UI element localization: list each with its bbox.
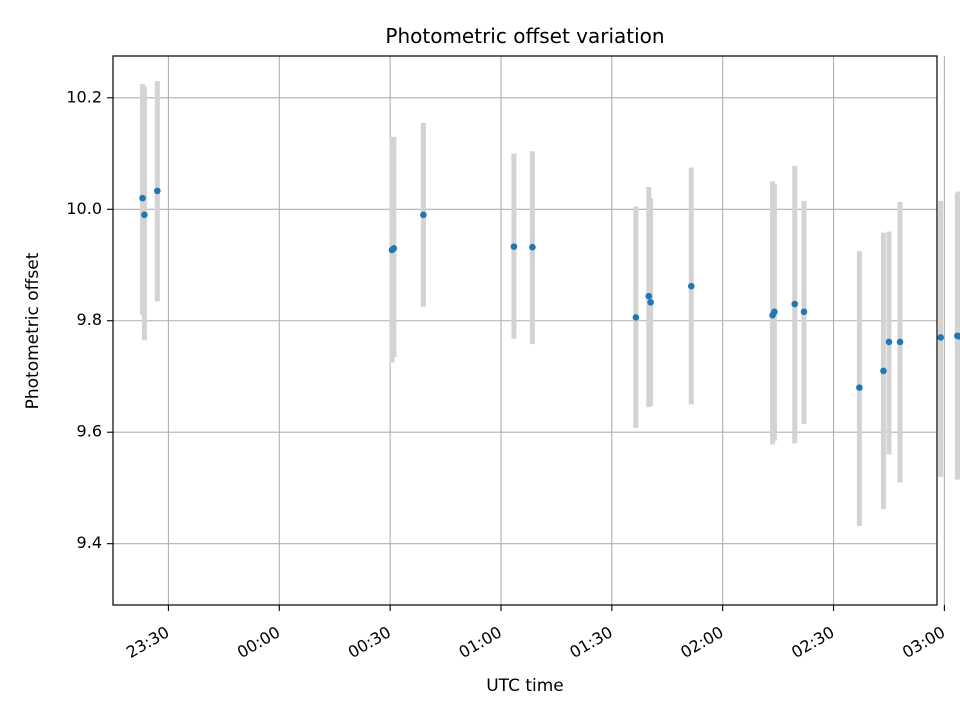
data-point <box>647 299 654 306</box>
chart-title: Photometric offset variation <box>385 24 664 48</box>
y-tick-label: 9.4 <box>77 533 102 552</box>
data-point <box>139 194 146 202</box>
data-point <box>529 243 536 251</box>
data-point <box>880 367 887 375</box>
plot-frame <box>112 55 938 606</box>
y-tick-label: 9.6 <box>77 422 102 441</box>
data-point <box>390 244 398 252</box>
data-points <box>139 187 960 391</box>
data-point <box>645 292 653 300</box>
y-axis-ticks: 9.4 9.6 9.8 10.0 10.2 <box>66 87 113 552</box>
y-tick-label: 10.0 <box>66 199 102 218</box>
y-tick-label: 10.2 <box>66 87 102 106</box>
data-point <box>955 333 960 340</box>
plot-area <box>113 56 937 605</box>
data-point <box>885 338 893 346</box>
x-axis-title: UTC time <box>486 676 564 696</box>
data-point <box>510 243 518 250</box>
data-point <box>687 282 695 290</box>
data-point <box>856 384 863 391</box>
data-point <box>141 211 148 219</box>
data-point <box>154 187 161 195</box>
data-point <box>791 300 799 308</box>
y-axis-title: Photometric offset <box>23 252 43 409</box>
data-point <box>632 314 640 321</box>
data-point <box>896 338 904 346</box>
y-tick-label: 9.8 <box>77 310 102 329</box>
data-point <box>420 211 427 219</box>
data-point <box>771 308 778 316</box>
data-point <box>937 334 944 341</box>
data-point <box>800 308 808 316</box>
